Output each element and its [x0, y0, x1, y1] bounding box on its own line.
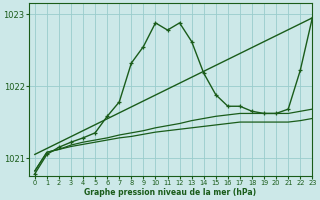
X-axis label: Graphe pression niveau de la mer (hPa): Graphe pression niveau de la mer (hPa): [84, 188, 257, 197]
